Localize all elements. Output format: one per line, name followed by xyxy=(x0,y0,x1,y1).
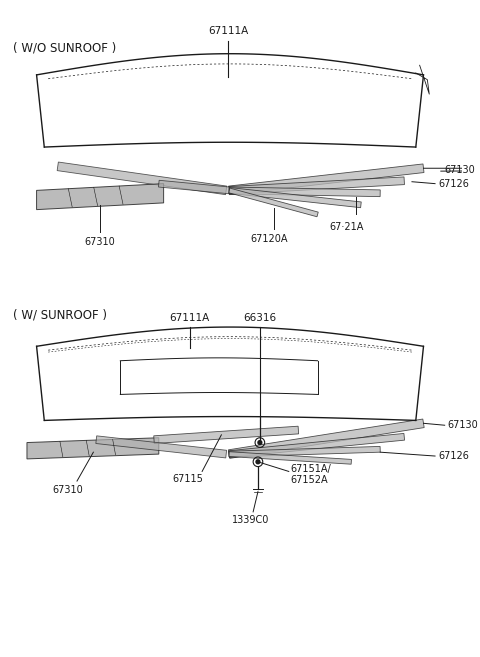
Polygon shape xyxy=(229,177,405,194)
Text: 66316: 66316 xyxy=(243,313,276,323)
Polygon shape xyxy=(36,184,164,210)
Text: 67130: 67130 xyxy=(447,420,478,430)
Text: 67126: 67126 xyxy=(438,179,469,189)
Text: 67152A: 67152A xyxy=(291,475,328,485)
Text: 67130: 67130 xyxy=(444,165,475,175)
Text: 67120A: 67120A xyxy=(251,234,288,244)
Polygon shape xyxy=(229,452,351,464)
Text: 67·21A: 67·21A xyxy=(329,222,364,232)
Text: 67310: 67310 xyxy=(85,237,116,246)
Polygon shape xyxy=(154,426,299,443)
Circle shape xyxy=(258,441,262,445)
Polygon shape xyxy=(228,419,424,459)
Polygon shape xyxy=(229,187,380,196)
Text: 67126: 67126 xyxy=(438,451,469,461)
Text: 67111A: 67111A xyxy=(208,26,248,36)
Text: 67115: 67115 xyxy=(172,474,203,484)
Text: 67310: 67310 xyxy=(52,485,83,495)
Text: ( W/ SUNROOF ): ( W/ SUNROOF ) xyxy=(13,308,108,321)
Polygon shape xyxy=(158,180,229,194)
Polygon shape xyxy=(57,162,227,194)
Polygon shape xyxy=(228,188,318,217)
Text: ( W/O SUNROOF ): ( W/O SUNROOF ) xyxy=(13,41,117,54)
Text: 67151A/: 67151A/ xyxy=(291,464,331,474)
Text: 1339C0: 1339C0 xyxy=(231,514,269,525)
Polygon shape xyxy=(228,164,424,194)
Polygon shape xyxy=(229,446,380,457)
Polygon shape xyxy=(229,187,361,208)
Polygon shape xyxy=(229,434,405,457)
Circle shape xyxy=(256,460,260,464)
Text: 67111A: 67111A xyxy=(169,313,210,323)
Polygon shape xyxy=(27,438,159,459)
Polygon shape xyxy=(96,436,227,458)
